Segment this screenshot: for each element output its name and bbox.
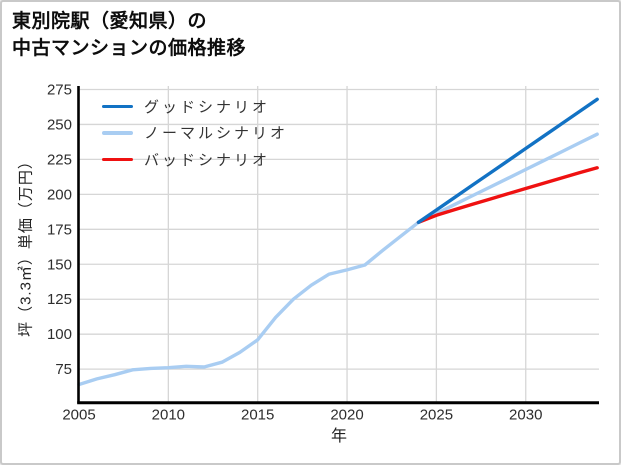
chart-title-line2: 中古マンションの価格推移 (12, 38, 247, 59)
y-tick-label: 200 (47, 186, 72, 203)
y-tick-label: 225 (47, 151, 72, 168)
y-tick-label: 275 (47, 81, 72, 98)
y-tick-label: 150 (47, 256, 72, 273)
legend-label: バッドシナリオ (144, 151, 271, 169)
y-tick-label: 75 (55, 361, 72, 378)
legend-label: グッドシナリオ (144, 98, 271, 116)
legend-item-bad-scenario: バッドシナリオ (102, 146, 288, 173)
x-tick-label: 2005 (62, 407, 95, 424)
chart-title: 東別院駅（愛知県）の 中古マンションの価格推移 (12, 8, 246, 62)
y-tick-label: 125 (47, 291, 72, 308)
x-tick-label: 2020 (330, 407, 363, 424)
legend-item-good-scenario: グッドシナリオ (102, 93, 288, 120)
good-scenario-line-swatch (102, 104, 133, 108)
y-tick-label: 250 (47, 116, 72, 133)
x-tick-label: 2010 (152, 407, 185, 424)
y-tick-label: 175 (47, 221, 72, 238)
y-tick-label: 100 (47, 326, 72, 343)
bad-scenario-line-swatch (102, 157, 133, 161)
x-axis-title: 年 (330, 428, 348, 445)
x-tick-label: 2015 (241, 407, 274, 424)
normal-scenario-line-swatch (102, 131, 133, 135)
chart-legend: グッドシナリオ ノーマルシナリオ バッドシナリオ (102, 93, 288, 173)
series-line-normal (77, 132, 599, 387)
y-axis-title: 坪（3.3㎡）単価（万円） (17, 153, 35, 337)
series-line-good (416, 97, 599, 225)
x-tick-label: 2030 (509, 407, 542, 424)
legend-item-normal-scenario: ノーマルシナリオ (102, 120, 288, 147)
chart-title-line1: 東別院駅（愛知県）の (12, 11, 208, 32)
legend-label: ノーマルシナリオ (144, 125, 289, 143)
series-line-bad (416, 166, 599, 225)
x-tick-label: 2025 (420, 407, 453, 424)
